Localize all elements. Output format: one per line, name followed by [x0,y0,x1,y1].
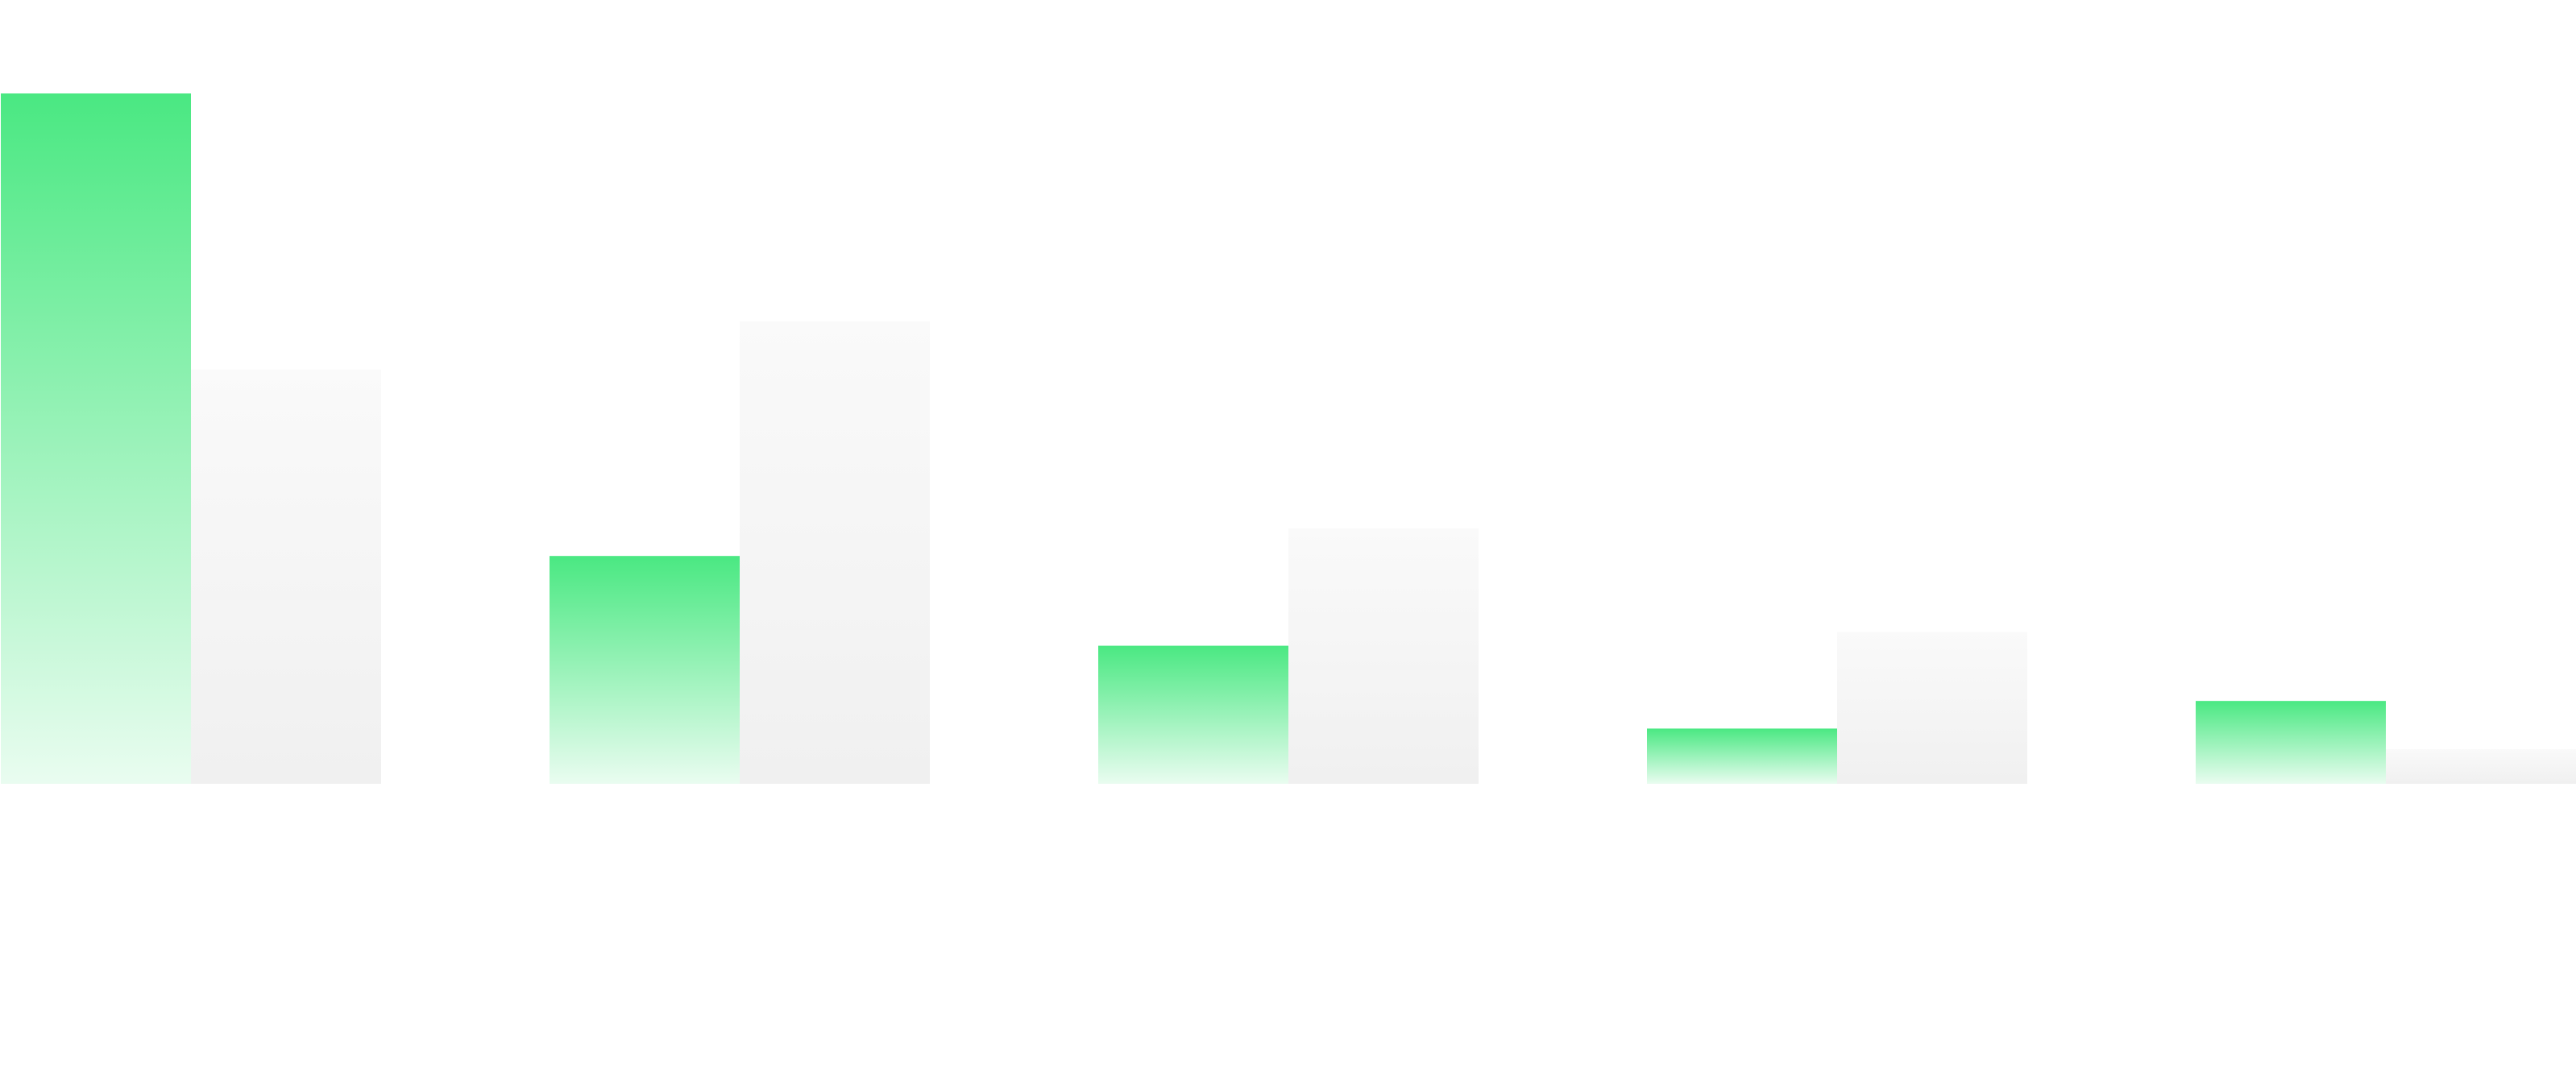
bar [1837,632,2027,784]
bar [1647,728,1837,784]
bar [2196,701,2386,784]
bar [1,93,191,784]
bar [191,369,381,784]
bar [1098,645,1288,784]
bar [740,321,930,784]
bar [550,556,740,784]
bar [1288,528,1479,784]
bar [2386,749,2576,784]
